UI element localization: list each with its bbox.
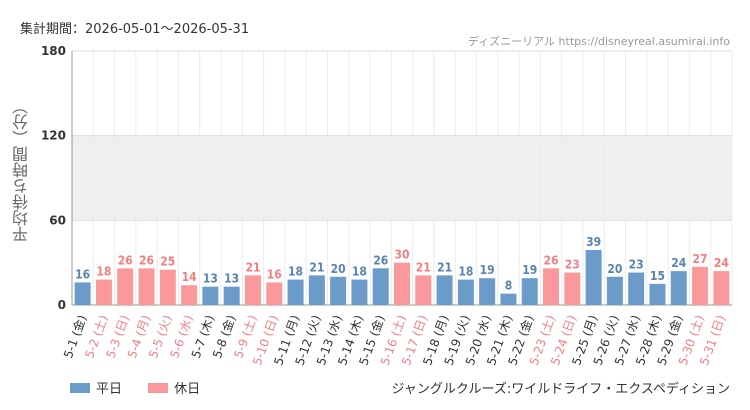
- legend-weekday-label: 平日: [96, 382, 123, 397]
- bar-value-label: 8: [505, 279, 513, 293]
- y-tick-label: 120: [41, 129, 66, 143]
- bar-value-label: 13: [203, 272, 218, 286]
- period-label: 集計期間：2026-05-01〜2026-05-31: [20, 22, 250, 37]
- bar: [351, 279, 368, 305]
- bar: [181, 285, 198, 305]
- bar-value-label: 13: [224, 272, 239, 286]
- bar: [330, 276, 347, 305]
- bar-value-label: 27: [693, 252, 708, 266]
- bar: [202, 286, 219, 305]
- bar: [223, 286, 240, 305]
- y-tick-label: 180: [41, 44, 66, 58]
- bar: [521, 278, 538, 305]
- bar: [415, 275, 432, 305]
- y-tick-label: 60: [49, 213, 66, 227]
- legend: 平日 休日: [70, 378, 222, 397]
- source-link[interactable]: ディズニーリアル https://disneyreal.asumirai.inf…: [467, 35, 730, 48]
- bar-value-label: 26: [373, 253, 388, 267]
- bar: [713, 271, 730, 305]
- bar: [266, 282, 283, 305]
- bar: [606, 276, 623, 305]
- legend-weekday-swatch: [70, 382, 90, 393]
- legend-weekday[interactable]: 平日: [70, 378, 122, 397]
- bar-value-label: 16: [267, 267, 282, 281]
- bar-value-label: 26: [544, 253, 559, 267]
- legend-holiday-label: 休日: [174, 382, 201, 397]
- bar-value-label: 18: [96, 265, 111, 279]
- band-60-120: [72, 135, 732, 221]
- bar: [543, 268, 560, 305]
- bar: [564, 272, 581, 305]
- bar-value-label: 23: [565, 258, 580, 272]
- bar-value-label: 20: [607, 262, 622, 276]
- bar-value-label: 23: [629, 258, 644, 272]
- bar-value-label: 18: [288, 265, 303, 279]
- bar-value-label: 21: [416, 260, 431, 274]
- bar-value-label: 26: [118, 253, 133, 267]
- bar: [138, 268, 155, 305]
- bar: [628, 272, 645, 305]
- bar-value-label: 25: [160, 255, 175, 269]
- legend-holiday[interactable]: 休日: [148, 378, 200, 397]
- bar-value-label: 21: [309, 260, 324, 274]
- bar: [95, 279, 112, 305]
- bar: [649, 283, 666, 305]
- bar: [308, 275, 325, 305]
- legend-holiday-swatch: [148, 382, 169, 393]
- bar-value-label: 18: [458, 265, 473, 279]
- bar: [244, 275, 261, 305]
- bar-value-label: 21: [245, 260, 260, 274]
- bar-value-label: 24: [671, 256, 687, 270]
- bar-value-label: 20: [331, 262, 346, 276]
- bar-value-label: 21: [437, 260, 452, 274]
- bar: [479, 278, 496, 305]
- bar-value-label: 15: [650, 269, 665, 283]
- bar: [670, 271, 687, 305]
- bar-value-label: 30: [394, 248, 409, 262]
- bar-value-label: 16: [75, 267, 90, 281]
- bar-value-label: 14: [182, 270, 198, 284]
- bar: [585, 249, 602, 305]
- bar: [159, 269, 176, 305]
- bar-value-label: 24: [714, 256, 730, 270]
- bar-value-label: 39: [586, 235, 601, 249]
- bar: [394, 262, 410, 305]
- bar-value-label: 19: [480, 263, 495, 277]
- bar: [692, 266, 709, 305]
- attraction-name: ジャングルクルーズ:ワイルドライフ・エクスペディション: [391, 382, 730, 397]
- bar: [372, 268, 389, 305]
- bar: [74, 282, 91, 305]
- bar: [436, 275, 453, 305]
- y-tick-label: 0: [58, 298, 66, 312]
- bar: [117, 268, 134, 305]
- bar: [500, 293, 517, 305]
- bar-value-label: 18: [352, 265, 367, 279]
- bar-value-label: 26: [139, 253, 154, 267]
- bar: [457, 279, 474, 305]
- bar: [287, 279, 304, 305]
- bar-value-label: 19: [522, 263, 537, 277]
